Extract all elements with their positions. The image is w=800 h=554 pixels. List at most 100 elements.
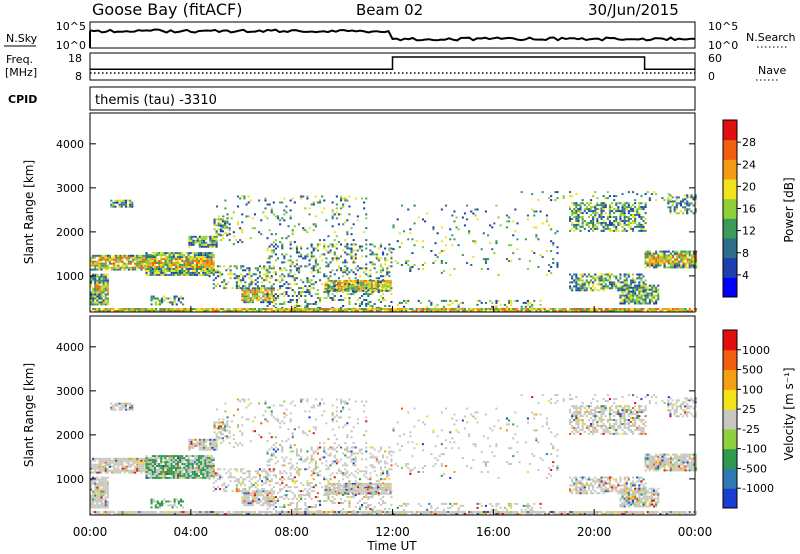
velocity-cell	[203, 442, 206, 445]
power-cell	[195, 260, 198, 262]
power-cell	[598, 289, 601, 292]
velocity-cell	[251, 490, 254, 493]
power-cell	[171, 310, 174, 312]
power-cell	[411, 252, 414, 255]
velocity-cell	[347, 490, 350, 493]
power-cell	[657, 262, 660, 265]
power-cell	[619, 214, 622, 216]
power-cell	[314, 303, 317, 305]
velocity-cell	[142, 457, 145, 460]
power-cell	[198, 260, 201, 262]
power-cell	[592, 275, 595, 278]
power-cell	[205, 245, 208, 248]
power-cell	[115, 258, 118, 261]
power-cell	[253, 213, 256, 216]
power-cell	[449, 238, 452, 241]
power-cell	[562, 195, 565, 198]
power-cell	[370, 279, 373, 282]
power-cell	[676, 258, 679, 261]
power-cell	[208, 260, 211, 262]
velocity-cell	[102, 484, 105, 487]
velocity-cell	[108, 457, 111, 460]
power-cell	[96, 283, 99, 286]
power-cell	[113, 260, 116, 263]
power-cell	[153, 258, 156, 261]
power-cell	[623, 223, 626, 226]
power-cell	[162, 252, 165, 255]
power-cell	[619, 216, 622, 218]
power-cell	[106, 268, 109, 271]
power-cell	[92, 293, 95, 296]
power-cell	[667, 308, 670, 310]
velocity-cell	[113, 471, 116, 474]
velocity-cell	[138, 469, 141, 472]
velocity-cell	[172, 459, 175, 462]
power-cell	[147, 262, 150, 264]
velocity-cell	[193, 455, 196, 458]
velocity-cell	[215, 442, 218, 445]
power-cell	[602, 277, 605, 280]
power-cell	[636, 294, 639, 297]
velocity-cell	[125, 457, 128, 460]
power-cell	[361, 197, 364, 200]
power-cell	[205, 241, 208, 244]
power-cell	[132, 258, 135, 261]
power-cell	[623, 284, 626, 287]
power-cell	[156, 273, 159, 276]
power-cell	[594, 223, 597, 226]
power-cell	[210, 262, 213, 264]
power-cell	[179, 273, 182, 276]
velocity-cell	[183, 457, 186, 460]
power-cell	[94, 310, 97, 312]
power-cell	[581, 202, 584, 205]
velocity-cell	[258, 502, 261, 505]
power-cell	[367, 289, 370, 292]
velocity-cell	[200, 459, 203, 462]
power-cell	[163, 295, 166, 298]
power-cell	[251, 293, 254, 296]
power-cell	[650, 254, 653, 257]
power-cell	[539, 310, 542, 312]
power-cell	[90, 277, 93, 280]
power-cell	[466, 218, 469, 221]
power-cell	[573, 310, 576, 312]
power-cell	[206, 273, 209, 276]
power-cell	[100, 268, 103, 271]
power-cell	[531, 308, 534, 310]
velocity-cell	[98, 480, 101, 483]
power-cell	[256, 285, 259, 288]
velocity-cell	[96, 500, 99, 503]
power-cell	[209, 237, 212, 240]
power-cell	[94, 266, 97, 269]
power-cell	[300, 197, 303, 200]
velocity-cell	[96, 457, 99, 460]
velocity-cell	[185, 473, 188, 475]
velocity-cell	[212, 476, 215, 479]
power-cell	[623, 279, 626, 282]
power-cell	[648, 256, 651, 259]
power-cell	[329, 249, 332, 252]
power-cell	[531, 250, 534, 253]
velocity-cell	[120, 406, 123, 409]
power-cell	[100, 297, 103, 300]
velocity-cell	[189, 469, 192, 471]
velocity-cell	[140, 465, 143, 468]
power-cell	[480, 248, 483, 251]
velocity-cell	[100, 490, 103, 493]
power-cell	[653, 296, 656, 299]
power-cell	[657, 264, 660, 267]
power-cell	[569, 216, 572, 218]
power-cell	[329, 271, 332, 274]
power-cell	[127, 258, 130, 261]
velocity-cell	[341, 488, 344, 491]
power-cell	[667, 202, 670, 205]
power-cell	[377, 291, 380, 294]
power-cell	[679, 202, 682, 205]
power-cell	[575, 279, 578, 282]
power-cell	[274, 243, 277, 246]
velocity-cell	[170, 457, 173, 460]
power-cell	[308, 207, 311, 210]
power-cell	[421, 264, 424, 266]
power-cell	[619, 277, 622, 280]
power-cell	[354, 308, 357, 310]
